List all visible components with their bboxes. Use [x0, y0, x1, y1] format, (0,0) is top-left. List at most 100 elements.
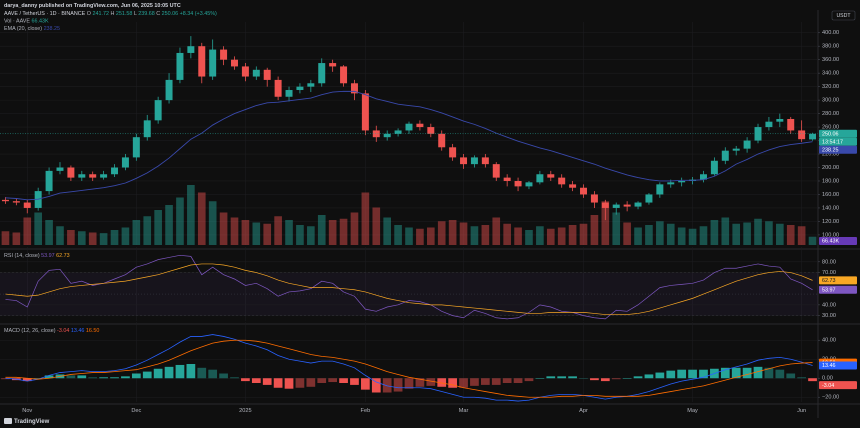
candle-body — [427, 127, 435, 134]
histogram-bar — [317, 378, 327, 383]
candle-body — [372, 130, 380, 138]
candle-body — [547, 174, 555, 178]
histogram-bar — [666, 370, 676, 379]
y-tick-label: 140.00 — [822, 205, 839, 211]
candle-body — [470, 157, 478, 165]
histogram-bar — [622, 378, 632, 379]
histogram-bar — [568, 376, 577, 379]
y-tick-label: 100.00 — [822, 232, 839, 238]
volume-bar — [197, 192, 206, 245]
volume-bar — [481, 225, 490, 245]
candle-body — [154, 100, 162, 121]
y-tick-label: 40.00 — [822, 302, 836, 308]
histogram-bar — [546, 376, 556, 379]
histogram-bar — [655, 372, 665, 379]
candle-body — [231, 59, 238, 67]
volume-bar — [732, 223, 741, 245]
y-tick-label: 160.00 — [822, 192, 839, 198]
volume-bar — [645, 225, 653, 245]
open-value: 241.72 — [93, 11, 110, 17]
candle-body — [296, 86, 304, 91]
volume-bar — [154, 210, 162, 245]
price-tag — [819, 137, 857, 146]
candle-body — [503, 177, 511, 181]
histogram-bar — [633, 376, 643, 379]
candle-body — [209, 49, 217, 77]
y-tick-label: 280.00 — [822, 111, 839, 117]
histogram-bar — [459, 378, 468, 388]
currency-box[interactable] — [831, 10, 856, 21]
y-tick-label: 70.00 — [822, 270, 836, 276]
candle-body — [569, 184, 577, 188]
histogram-bar — [153, 368, 163, 379]
candle-body — [56, 167, 64, 171]
candle-body — [198, 46, 206, 77]
volume-bar — [176, 197, 184, 245]
legend: AAVE / TetherUS · 1D · BINANCE O 241.72 … — [4, 11, 217, 17]
histogram-bar — [142, 371, 152, 379]
volume-bar — [317, 215, 326, 245]
price-tag-label: 66.43K — [822, 239, 839, 245]
volume-bar — [77, 231, 86, 245]
price-tag-label: 62.73 — [822, 278, 836, 284]
change-value: +8.34 (+3.45%) — [180, 11, 217, 17]
legend: Vol · AAVE 66.43K — [4, 19, 49, 25]
volume-bar — [470, 226, 479, 245]
volume-bar — [699, 226, 708, 245]
volume-bar — [514, 227, 522, 245]
candle-body — [350, 83, 358, 94]
volume-bar — [623, 222, 631, 245]
volume-bar — [765, 221, 773, 245]
volume-bar — [568, 225, 577, 245]
histogram-bar — [437, 378, 447, 387]
histogram-bar — [557, 376, 567, 379]
histogram-bar — [699, 369, 708, 379]
histogram-bar — [426, 378, 436, 386]
legend: RSI (14, close) 53.97 62.73 — [4, 253, 70, 259]
price-tag — [819, 276, 857, 285]
rsi-value: 62.73 — [56, 253, 70, 259]
y-tick-label: 360.00 — [822, 57, 839, 63]
histogram-bar — [786, 373, 796, 379]
histogram-bar — [251, 378, 261, 383]
candle-body — [743, 140, 751, 149]
candle-body — [438, 133, 446, 148]
candle-body — [89, 174, 97, 178]
currency-label[interactable]: USDT — [836, 13, 851, 19]
volume-bar — [110, 230, 119, 245]
histogram-bar — [33, 378, 43, 379]
x-tick-label: Feb — [361, 408, 371, 414]
histogram-bar — [88, 377, 98, 379]
histogram-bar — [241, 378, 250, 382]
histogram-bar — [110, 377, 119, 379]
volume-bar — [394, 225, 402, 245]
y-tick-label: 180.00 — [822, 178, 839, 184]
y-tick-label: 320.00 — [822, 84, 839, 90]
volume-bar — [666, 223, 675, 245]
volume-bar — [503, 223, 511, 245]
candle-body — [721, 150, 729, 161]
y-tick-label: 340.00 — [822, 71, 839, 77]
histogram-bar — [720, 367, 730, 379]
candle-body — [285, 90, 293, 97]
histogram-bar — [262, 378, 272, 385]
legend: EMA (20, close) 238.25 — [4, 26, 60, 32]
volume-bar — [285, 220, 293, 245]
volume-bar — [808, 236, 817, 245]
candle-body — [732, 148, 740, 151]
candle-body — [416, 123, 424, 128]
volume-bar — [252, 222, 261, 245]
histogram-bar — [513, 378, 523, 383]
volume-bar — [525, 230, 533, 245]
candle-body — [383, 133, 391, 138]
volume-bar — [677, 227, 686, 245]
candle-body — [78, 174, 86, 178]
legend-item: RSI (14, close) — [4, 253, 40, 259]
price-axis-background — [818, 10, 860, 418]
volume-bar — [339, 218, 348, 245]
histogram-bar — [502, 378, 512, 383]
volume-bar — [165, 205, 173, 245]
histogram-bar — [328, 378, 338, 383]
volume-bar — [187, 185, 195, 245]
